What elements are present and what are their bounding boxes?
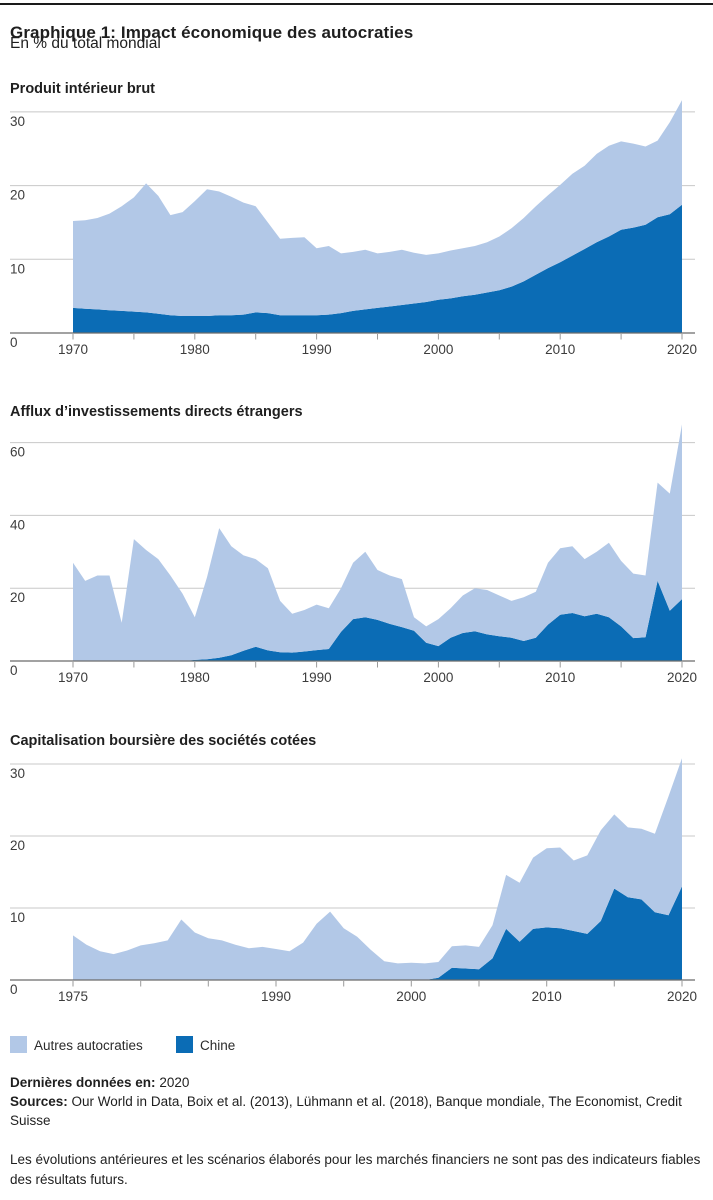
x-tick-label: 1990 <box>261 989 291 1004</box>
sources-label: Sources: <box>10 1094 68 1109</box>
area-chine <box>73 204 682 333</box>
sources-text: Our World in Data, Boix et al. (2013), L… <box>10 1094 682 1128</box>
x-tick-label: 1990 <box>302 670 332 685</box>
legend-label-autres-autocraties: Autres autocraties <box>34 1038 143 1053</box>
legend-swatch-chine <box>176 1036 193 1053</box>
marketcap-chart-plot: 0 10 20 30 1975 1990 2000 2010 2020 <box>10 758 697 1004</box>
figure-subtitle: En % du total mondial <box>10 35 161 52</box>
y-tick-label: 30 <box>10 766 25 781</box>
x-tick-label: 1980 <box>180 670 210 685</box>
y-tick-label: 20 <box>10 590 25 605</box>
area-chine <box>73 886 682 980</box>
x-tick-label: 1975 <box>58 989 88 1004</box>
area-autres-autocraties <box>73 758 682 980</box>
gdp-chart-title: Produit intérieur brut <box>10 81 155 98</box>
x-tick-label: 2000 <box>396 989 426 1004</box>
x-tick-label: 2010 <box>532 989 562 1004</box>
disclaimer-text: Les évolutions antérieures et les scénar… <box>10 1152 701 1187</box>
x-tick-label: 1990 <box>302 342 332 357</box>
top-rule <box>0 3 713 5</box>
y-tick-label: 20 <box>10 188 25 203</box>
last-data-value: 2020 <box>159 1075 190 1090</box>
y-tick-label: 10 <box>10 261 25 276</box>
fdi-chart-plot: 0 20 40 60 1970 1980 1990 2000 2010 2020 <box>10 424 697 685</box>
y-tick-label: 40 <box>10 517 25 532</box>
legend-label-chine: Chine <box>200 1038 236 1053</box>
y-tick-label: 0 <box>10 663 18 678</box>
sources-line: Sources: Our World in Data, Boix et al. … <box>10 1092 704 1130</box>
x-tick-label: 2000 <box>423 670 453 685</box>
x-tick-label: 2020 <box>667 342 697 357</box>
y-tick-label: 0 <box>10 982 18 997</box>
y-tick-label: 30 <box>10 114 25 129</box>
fdi-chart-title: Afflux d’investissements directs étrange… <box>10 404 303 421</box>
figure-title: Graphique 1: Impact économique des autoc… <box>10 23 414 43</box>
x-tick-label: 2020 <box>667 670 697 685</box>
marketcap-chart-title: Capitalisation boursière des sociétés co… <box>10 733 317 750</box>
last-data-line: Dernières données en: 2020 <box>10 1073 189 1092</box>
area-autres-autocraties <box>73 424 682 661</box>
legend-swatch-autres-autocraties <box>10 1036 27 1053</box>
x-tick-label: 2020 <box>667 989 697 1004</box>
area-chine <box>73 580 682 661</box>
x-tick-label: 1970 <box>58 342 88 357</box>
y-tick-label: 0 <box>10 335 18 350</box>
legend: Autres autocraties Chine <box>0 1034 713 1056</box>
area-autres-autocraties <box>73 100 682 316</box>
x-tick-label: 2000 <box>423 342 453 357</box>
x-tick-label: 2010 <box>545 342 575 357</box>
last-data-label: Dernières données en: <box>10 1075 156 1090</box>
x-tick-label: 2010 <box>545 670 575 685</box>
y-tick-label: 60 <box>10 445 25 460</box>
x-tick-label: 1980 <box>180 342 210 357</box>
gdp-chart-plot: 0 10 20 30 1970 1980 1990 2000 2010 2020 <box>10 100 697 357</box>
y-tick-label: 20 <box>10 838 25 853</box>
y-tick-label: 10 <box>10 910 25 925</box>
x-tick-label: 1970 <box>58 670 88 685</box>
